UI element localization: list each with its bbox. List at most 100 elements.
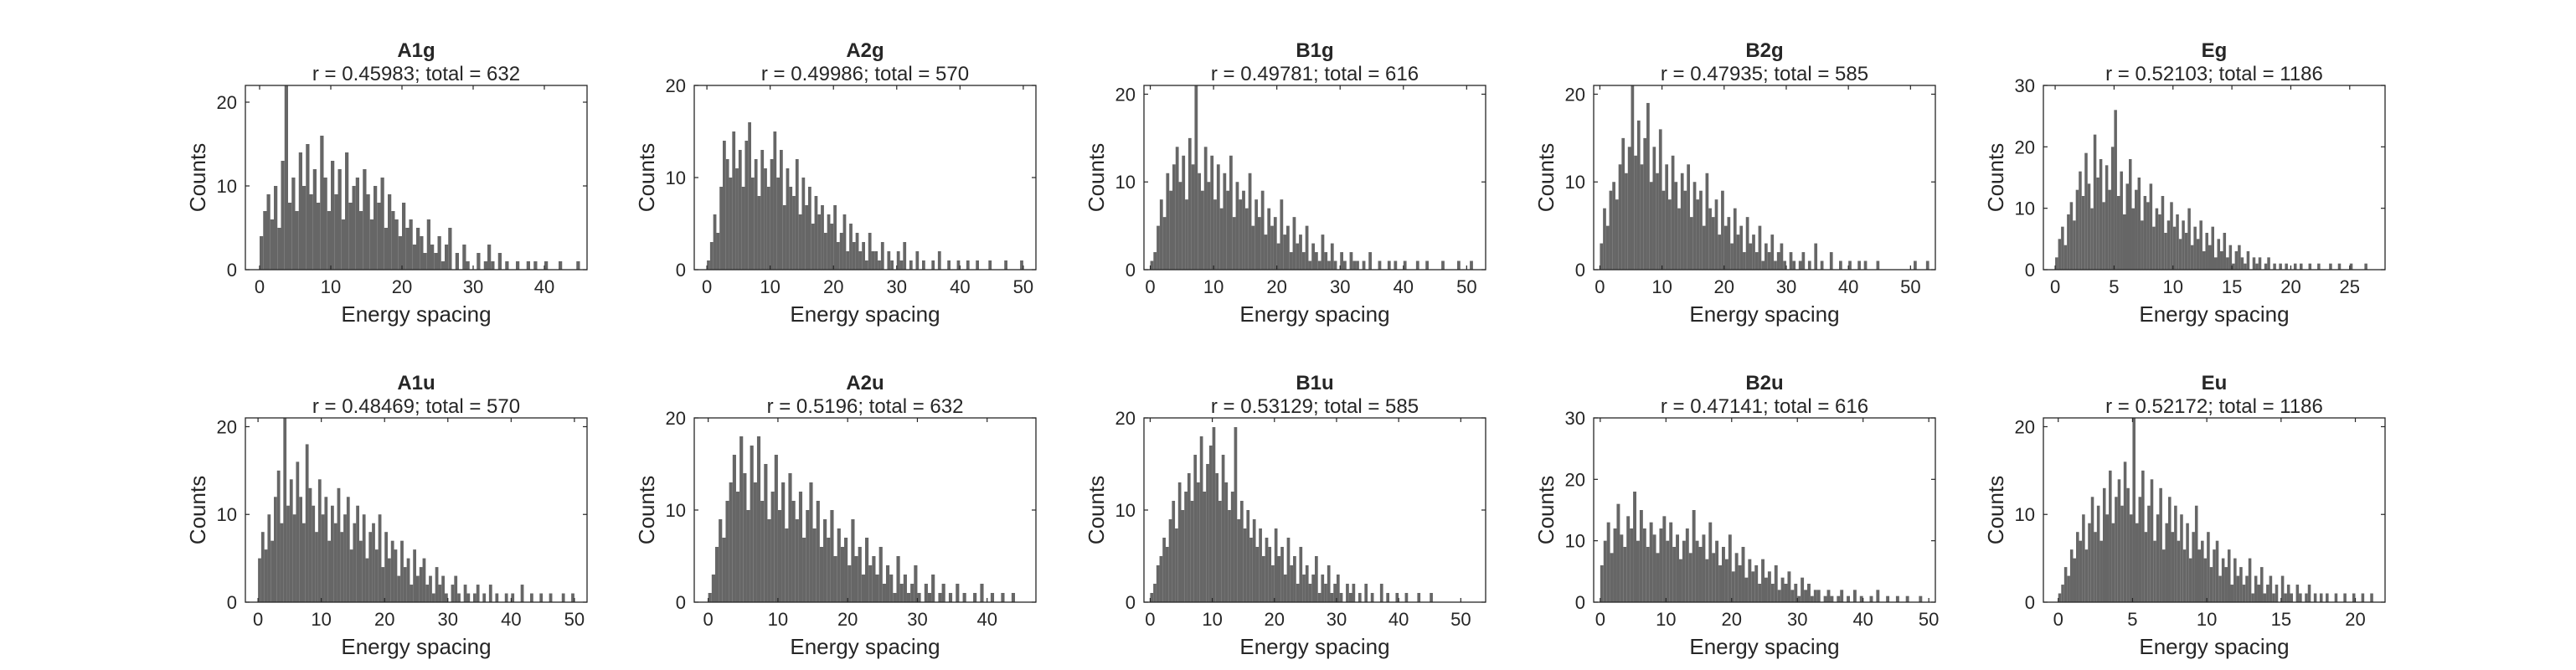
histogram-bar — [1640, 164, 1644, 270]
histogram-bar — [1813, 590, 1817, 602]
histogram-bar — [1721, 190, 1724, 270]
histogram-bar — [2230, 585, 2234, 602]
histogram-bar — [2135, 523, 2139, 602]
histogram-bar — [1280, 547, 1284, 602]
histogram-bar — [2266, 585, 2269, 602]
histogram-bar — [854, 556, 858, 602]
histogram-bar — [323, 178, 327, 270]
y-tick-label: 0 — [1126, 260, 1136, 281]
histogram-bar — [1317, 260, 1321, 270]
x-axis-label: Energy spacing — [1689, 634, 1839, 659]
histogram-bar — [289, 479, 293, 602]
histogram-bar — [973, 593, 977, 602]
histogram-bar — [871, 251, 875, 270]
histogram-bar — [362, 514, 366, 602]
histogram-bar — [483, 261, 487, 270]
histogram-bar — [1743, 252, 1746, 270]
subplot-subtitle: r = 0.47935; total = 585 — [1661, 63, 1868, 85]
histogram-bar — [1289, 252, 1293, 270]
histogram-bar — [844, 538, 848, 602]
subplot-title: A1u — [397, 372, 435, 394]
subplot-subtitle: r = 0.47141; total = 616 — [1661, 395, 1868, 418]
histogram-bar — [2275, 585, 2279, 602]
histogram-bar — [2242, 585, 2246, 602]
y-tick-label: 10 — [217, 504, 237, 525]
histogram-bar — [359, 211, 363, 270]
histogram-bar — [1182, 155, 1186, 270]
histogram-bar — [2146, 202, 2150, 270]
histogram-bar — [802, 538, 806, 602]
histogram-bar — [1829, 252, 1833, 270]
histogram-bar — [1470, 260, 1473, 270]
histogram-bar — [1403, 260, 1407, 270]
histogram-bar — [830, 510, 834, 602]
histogram-bar — [1642, 528, 1646, 602]
histogram-bar — [956, 260, 961, 270]
histogram-bar — [283, 418, 287, 602]
histogram-bar — [520, 585, 524, 602]
x-tick-label: 40 — [534, 276, 554, 297]
histogram-bar — [1265, 538, 1269, 602]
histogram-bar — [719, 519, 723, 602]
histogram-bar — [1252, 519, 1256, 602]
histogram-bar — [1349, 252, 1353, 270]
histogram-bar — [1794, 584, 1798, 602]
histogram-bar — [2137, 178, 2141, 270]
histogram-bar — [2211, 226, 2214, 270]
histogram-bar — [1340, 252, 1343, 270]
histogram-bar — [1744, 577, 1749, 602]
histogram-bar — [384, 228, 388, 270]
x-tick-label: 0 — [1145, 609, 1155, 630]
histogram-bar — [2182, 549, 2187, 602]
histogram-bar — [1178, 182, 1182, 270]
histogram-bar — [1790, 590, 1795, 602]
histogram-bar — [295, 211, 299, 270]
histogram-bar — [505, 261, 509, 270]
histogram-bar — [1001, 593, 1005, 602]
histogram-bar — [380, 178, 384, 270]
histogram-bar — [1620, 534, 1624, 602]
subplot-subtitle: r = 0.49986; total = 570 — [761, 63, 969, 85]
histogram-bar — [875, 575, 879, 602]
histogram-bar — [299, 497, 302, 602]
histogram-bar — [711, 575, 715, 602]
histogram-bar — [1260, 190, 1265, 270]
histogram-bar — [1267, 208, 1271, 270]
histogram-bar — [312, 169, 317, 270]
histogram-bar — [909, 260, 913, 270]
histogram-bar — [291, 178, 296, 270]
histogram-bar — [2285, 263, 2288, 270]
histogram-bar — [2058, 239, 2062, 270]
histogram-bar — [561, 593, 565, 602]
histogram-bar — [833, 205, 837, 270]
histogram-bar — [258, 558, 261, 602]
histogram-bar — [388, 558, 391, 602]
histogram-bar — [906, 593, 911, 602]
histogram-bar — [896, 556, 900, 602]
histogram-bar — [2205, 233, 2208, 270]
histogram-bar — [1765, 577, 1768, 602]
histogram-bar — [1364, 584, 1368, 602]
histogram-bar — [1185, 199, 1188, 270]
y-tick-label: 10 — [1115, 500, 1136, 521]
histogram-bar — [1852, 590, 1857, 602]
histogram-bar — [1708, 522, 1713, 602]
histogram-bar — [1859, 595, 1863, 602]
histogram-bar — [2117, 479, 2121, 602]
histogram-bar — [795, 159, 799, 270]
histogram-bar — [462, 245, 466, 270]
histogram-bar — [1311, 575, 1315, 602]
histogram-bar — [1190, 501, 1194, 602]
histogram-bar — [1224, 482, 1229, 602]
histogram-bar — [430, 245, 435, 270]
histogram-bar — [1689, 217, 1693, 270]
histogram-bar — [435, 567, 439, 602]
histogram-bar — [1633, 492, 1636, 602]
histogram-bar — [2194, 505, 2198, 602]
histogram-bar — [896, 251, 900, 270]
histogram-bar — [882, 584, 886, 602]
histogram-bar — [2240, 257, 2244, 270]
x-tick-label: 0 — [1145, 276, 1155, 297]
